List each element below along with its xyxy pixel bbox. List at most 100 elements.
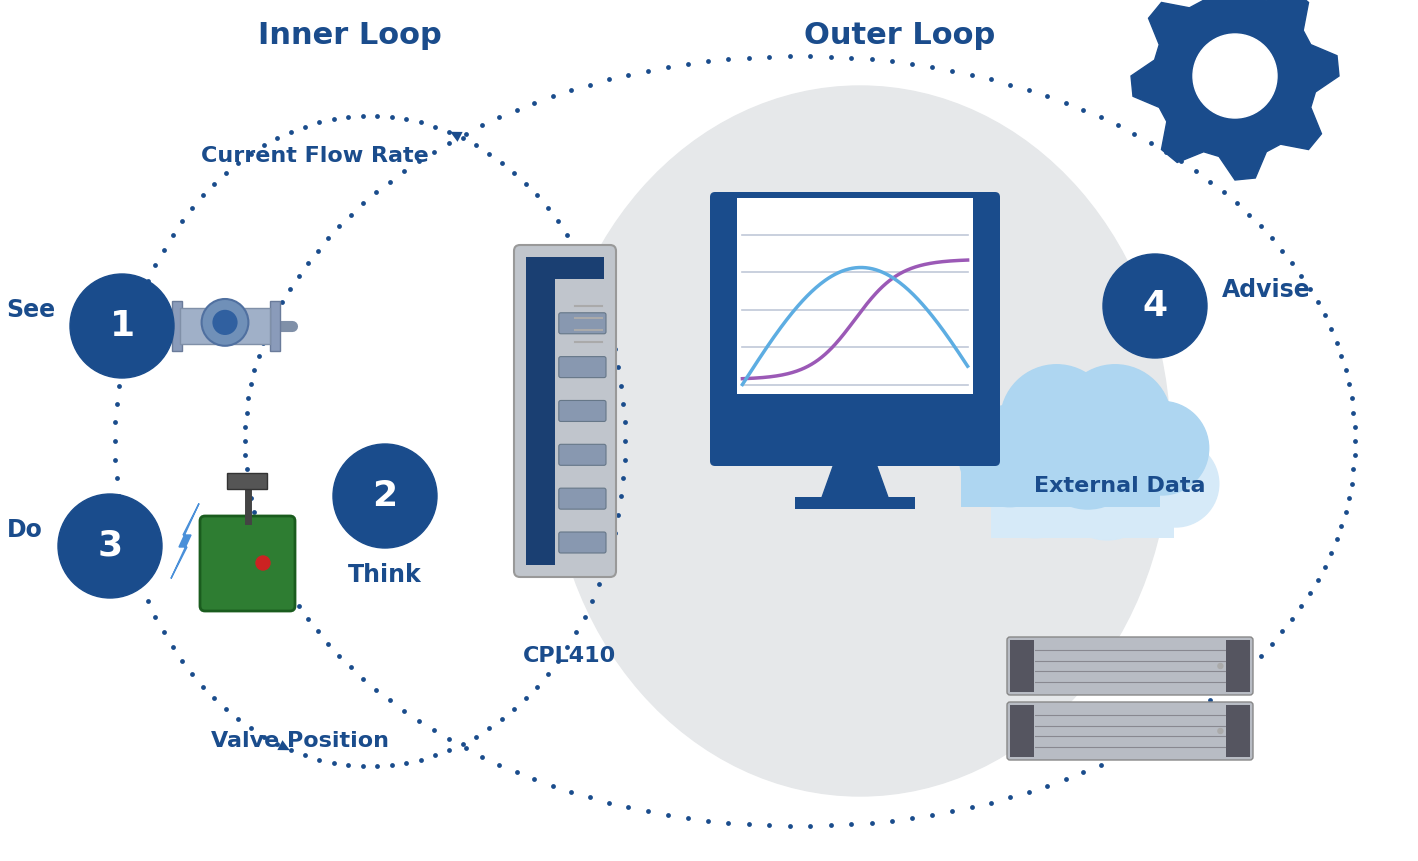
Point [424,748,447,762]
Point [1290,269,1313,282]
Point [610,379,632,393]
Point [1018,84,1041,97]
Point [322,113,345,127]
Point [296,612,319,626]
Point [1198,693,1221,707]
Point [676,57,699,71]
Point [123,561,146,574]
Point [696,54,719,68]
Text: 3: 3 [98,529,122,563]
Point [108,490,130,504]
Point [119,325,142,338]
Point [861,53,883,66]
Point [560,84,583,97]
Point [778,49,801,63]
Point [423,145,445,158]
Point [502,166,525,180]
Point [881,814,903,827]
Point [1261,637,1283,651]
Point [240,491,262,505]
FancyBboxPatch shape [1007,702,1254,760]
Point [316,637,339,651]
Point [1037,778,1059,792]
Point [573,610,596,623]
Point [491,156,513,170]
Point [465,139,488,152]
Text: 2: 2 [373,479,397,513]
Point [279,743,302,757]
Point [170,214,193,228]
Point [1249,648,1272,662]
Point [191,189,214,202]
FancyBboxPatch shape [513,245,615,577]
Bar [737,199,973,393]
Point [515,691,537,705]
Point [308,115,330,129]
Point [1054,96,1076,110]
Bar [227,473,267,489]
Circle shape [1218,664,1222,668]
Point [839,817,862,831]
Text: Do: Do [7,518,43,542]
Point [294,748,316,762]
Point [1343,449,1366,462]
Point [542,90,564,103]
Point [1123,741,1146,755]
Point [1326,533,1349,547]
Text: Current Flow Rate: Current Flow Rate [201,146,428,166]
Point [542,778,564,792]
Point [214,166,237,180]
Point [136,275,159,288]
Point [920,60,943,74]
Point [1334,363,1357,377]
Point [227,156,250,170]
Point [505,765,527,779]
Point [322,756,345,770]
Point [515,177,537,190]
Point [352,759,374,773]
Point [264,308,286,322]
Point [240,146,262,160]
Point [587,578,610,592]
Circle shape [1081,406,1184,511]
Point [526,189,549,202]
Circle shape [213,310,238,335]
Point [407,714,430,728]
Point [294,120,316,133]
Point [1306,295,1329,309]
Point [316,232,339,245]
FancyBboxPatch shape [1010,640,1034,692]
Circle shape [1133,441,1219,527]
Point [1337,491,1360,505]
Point [454,127,476,140]
Circle shape [201,299,248,346]
Point [617,800,640,814]
Circle shape [1115,401,1208,495]
Point [900,811,923,825]
Point [379,693,401,707]
Point [488,758,510,771]
Point [613,416,635,430]
Point [1106,119,1129,133]
Point [1299,586,1322,600]
Point [1123,127,1146,140]
Point [152,625,174,639]
Point [451,131,474,145]
Bar [795,497,915,509]
Point [1238,208,1261,221]
Point [598,325,621,338]
Text: CPL410: CPL410 [523,646,617,666]
Point [352,672,374,685]
Point [737,51,760,65]
Point [1330,350,1353,363]
Point [676,811,699,825]
Point [737,817,760,831]
Point [162,640,184,653]
Point [407,154,430,168]
Point [1072,103,1095,117]
Point [1337,377,1360,391]
Circle shape [1218,728,1222,734]
Point [1261,232,1283,245]
Point [145,610,167,623]
Circle shape [988,444,1082,538]
